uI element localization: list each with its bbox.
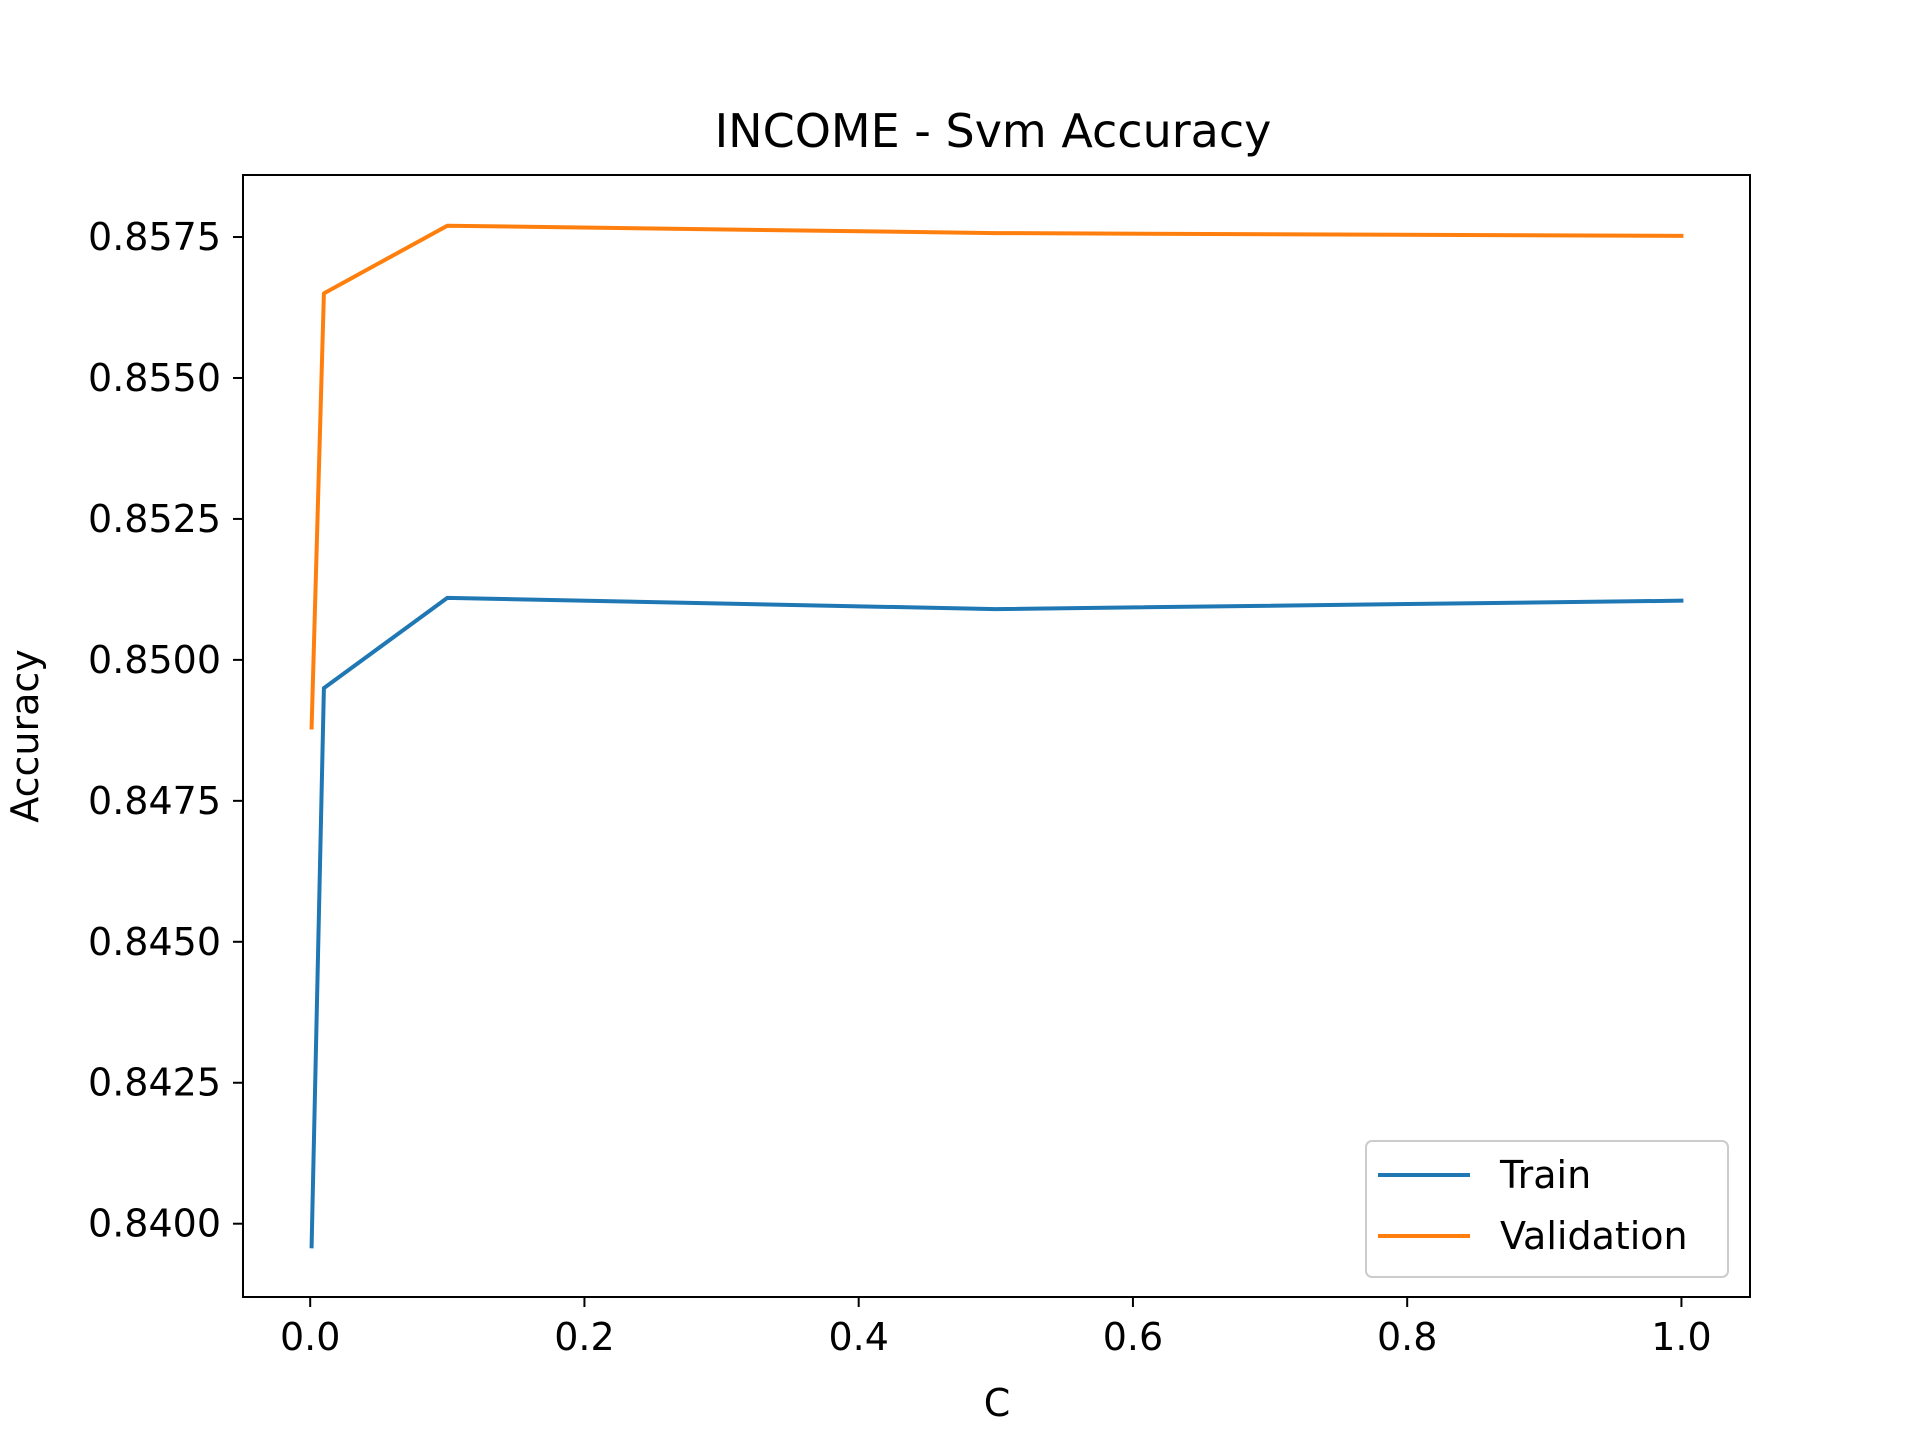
x-axis-ticks: 0.0 0.2 0.4 0.6 0.8 1.0 <box>280 1297 1712 1359</box>
y-tick-label: 0.8450 <box>88 920 221 964</box>
x-axis-title: C <box>984 1381 1011 1425</box>
series-layer <box>309 223 1684 1249</box>
x-tick-label: 0.0 <box>280 1315 340 1359</box>
series-line-validation <box>309 223 1684 730</box>
legend-label-train: Train <box>1499 1153 1591 1197</box>
x-tick-label: 0.2 <box>554 1315 614 1359</box>
y-tick-label: 0.8400 <box>88 1202 221 1246</box>
y-tick-label: 0.8500 <box>88 638 221 682</box>
y-tick-label: 0.8525 <box>88 497 221 541</box>
x-tick-label: 0.6 <box>1103 1315 1163 1359</box>
y-tick-label: 0.8425 <box>88 1061 221 1105</box>
y-tick-label: 0.8575 <box>88 215 221 259</box>
y-tick-label: 0.8475 <box>88 779 221 823</box>
plot-frame <box>242 174 1751 1298</box>
y-axis-title: Accuracy <box>3 649 47 823</box>
x-tick-label: 0.8 <box>1377 1315 1437 1359</box>
chart-title: INCOME - Svm Accuracy <box>715 104 1272 158</box>
legend: Train Validation <box>1365 1140 1729 1278</box>
y-tick-label: 0.8550 <box>88 356 221 400</box>
legend-label-validation: Validation <box>1500 1214 1688 1258</box>
series-line-train <box>309 595 1684 1249</box>
y-axis-ticks: 0.8400 0.8425 0.8450 0.8475 0.8500 0.8525 0.85… <box>88 215 243 1246</box>
x-tick-label: 0.4 <box>828 1315 888 1359</box>
x-tick-label: 1.0 <box>1651 1315 1711 1359</box>
